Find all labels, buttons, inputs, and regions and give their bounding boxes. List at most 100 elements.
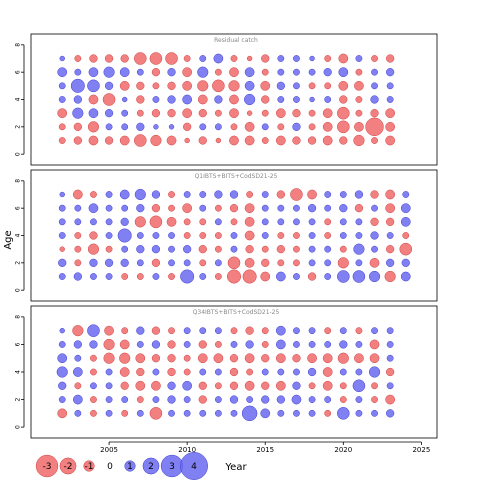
residual-bubble [308,68,316,76]
residual-bubble [74,55,82,62]
residual-bubble [136,273,144,280]
residual-bubble [352,270,366,283]
residual-bubble [59,246,65,252]
residual-bubble [58,381,67,390]
residual-bubble [197,94,208,105]
residual-bubble [214,123,222,131]
residual-bubble [58,82,66,90]
residual-bubble [151,204,161,213]
residual-bubble [168,245,175,253]
residual-bubble [227,256,241,270]
residual-bubble [322,135,333,146]
residual-bubble [103,66,115,78]
x-axis: 2005 2010 2015 2020 2025 [100,441,430,454]
residual-bubble [136,81,145,90]
residual-bubble [324,232,332,239]
residual-bubble [214,245,222,253]
residual-bubble [58,137,66,144]
residual-bubble [368,366,381,378]
residual-bubble [385,108,396,119]
residual-bubble [74,232,82,239]
residual-bubble [244,216,255,227]
residual-bubble [386,54,395,63]
residual-bubble [275,135,286,146]
residual-bubble [88,108,99,119]
residual-bubble [229,204,239,213]
residual-bubble [198,136,207,145]
residual-bubble [105,382,113,390]
residual-bubble [149,407,163,420]
residual-bubble [260,408,271,419]
residual-bubble [151,380,161,391]
residual-bubble [230,55,238,62]
residual-bubble [58,123,66,131]
residual-bubble [275,353,286,364]
residual-bubble [90,354,97,362]
residual-bubble [355,259,363,267]
residual-bubble [199,123,207,131]
residual-bubble [152,273,160,280]
panel-frame [30,169,438,302]
residual-bubble [199,218,207,226]
residual-bubble [337,352,349,364]
residual-bubble [324,218,332,226]
residual-bubble [354,190,364,199]
residual-bubble [276,81,285,90]
residual-bubble [72,394,83,405]
residual-bubble [244,67,255,78]
residual-bubble [167,109,176,118]
residual-bubble [183,55,191,62]
residual-bubble [122,96,128,103]
residual-bubble [230,232,238,239]
residual-bubble [308,82,316,90]
residual-bubble [292,122,301,131]
residual-bubble [228,80,240,92]
residual-bubble [399,242,413,256]
residual-bubble [136,396,144,403]
residual-bubble [74,68,82,76]
residual-bubble [385,135,396,146]
residual-bubble [386,258,395,267]
residual-bubble [244,203,255,214]
residual-bubble [105,245,113,253]
residual-bubble [275,271,286,282]
residual-bubble [72,325,84,337]
residual-bubble [308,341,316,348]
legend-item: -2 [59,457,77,475]
y-tick-label: 0 [15,288,22,292]
residual-bubble [136,232,144,239]
residual-bubble [261,204,269,212]
residual-bubble [244,257,255,268]
residual-bubble [135,380,146,391]
residual-bubble [355,109,363,117]
y-tick-label: 2 [15,125,22,129]
residual-bubble [322,367,333,377]
residual-bubble [149,215,163,229]
residual-bubble [214,368,222,376]
residual-bubble [308,409,316,417]
residual-bubble [324,327,332,335]
residual-bubble [165,52,178,65]
residual-bubble [168,409,175,417]
residual-bubble [292,109,301,118]
residual-bubble [73,136,82,145]
residual-bubble [134,134,147,147]
residual-bubble [339,382,347,390]
residual-bubble [151,258,161,267]
residual-bubble [355,409,363,417]
residual-bubble [386,96,394,103]
residual-bubble [151,340,161,349]
residual-bubble [355,327,363,335]
residual-bubble [199,368,207,376]
legend-bubble [124,460,136,472]
residual-bubble [355,96,363,103]
residual-bubble [370,190,379,199]
residual-bubble [183,191,191,198]
residual-bubble [275,325,286,336]
residual-bubble [229,94,239,105]
residual-bubble [355,55,363,62]
residual-bubble [277,259,285,267]
residual-bubble [369,339,380,350]
residual-bubble [385,189,396,200]
